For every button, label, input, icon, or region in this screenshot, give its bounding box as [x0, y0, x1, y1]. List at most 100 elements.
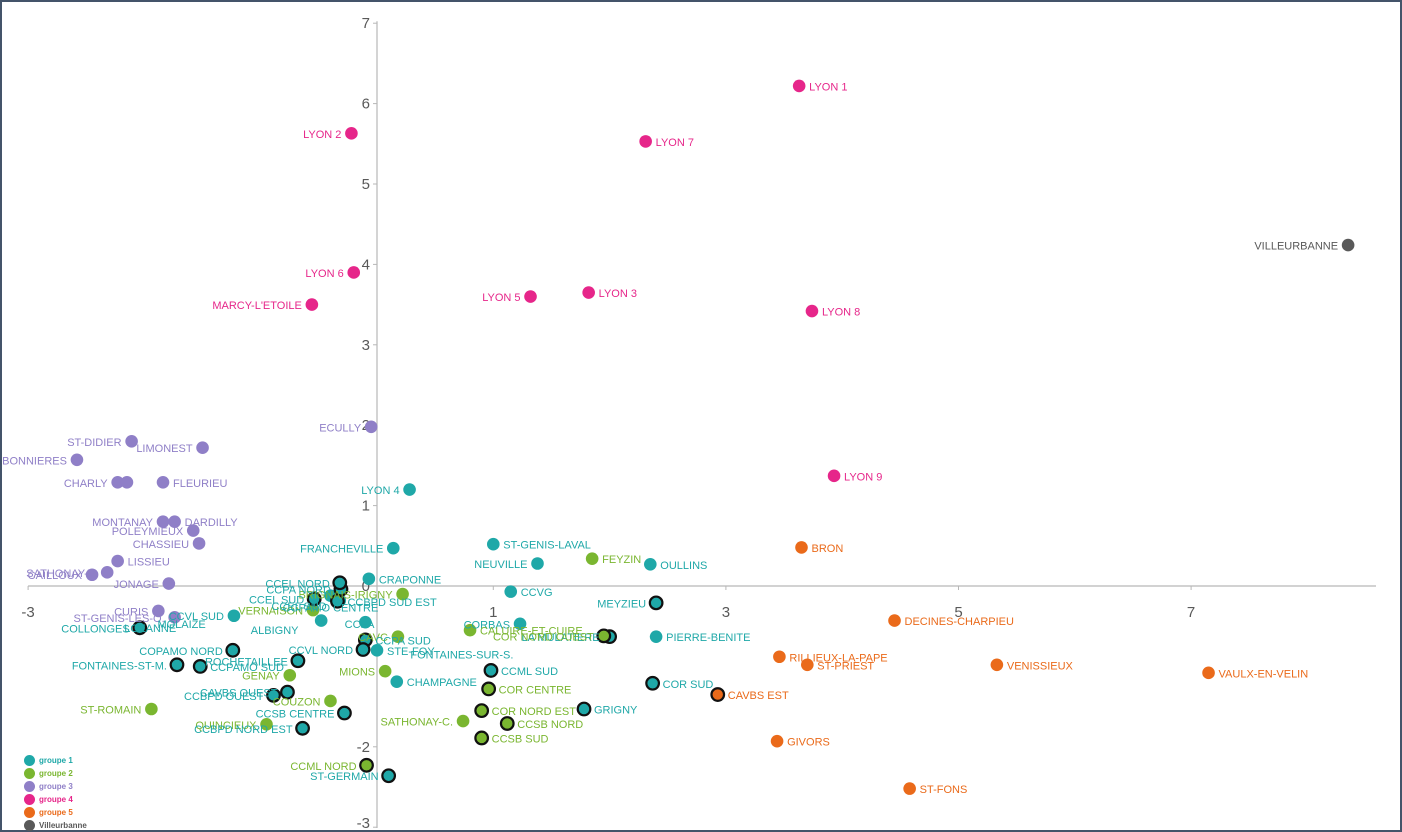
data-point-label: COR SUD [663, 679, 714, 691]
data-point [487, 537, 500, 551]
data-point-label: GIVORS [787, 737, 830, 749]
data-point [585, 552, 599, 565]
y-tick-label: 4 [362, 256, 370, 273]
data-point-label: VENISSIEUX [1007, 660, 1074, 672]
y-tick-label: -2 [357, 739, 370, 756]
data-point [888, 614, 901, 627]
data-point [280, 684, 295, 700]
legend-label: groupe 2 [39, 769, 73, 778]
data-point [70, 453, 84, 467]
legend-marker [24, 807, 35, 818]
data-point-label: CURIS [114, 606, 148, 618]
data-point [827, 469, 841, 483]
data-point [100, 566, 114, 579]
data-point [805, 304, 819, 318]
data-point [332, 575, 348, 591]
data-point-label: CCPA NORD [266, 585, 331, 597]
data-point-label: VILLEURBANNE [1254, 241, 1338, 253]
legend-item: groupe 1 [24, 754, 87, 767]
data-point [196, 441, 209, 455]
data-point [801, 658, 814, 672]
data-point [396, 587, 409, 601]
data-point-label: VERNAISON [238, 606, 303, 618]
data-point-label: LYON 3 [599, 288, 637, 300]
data-point-label: CHARLY [64, 478, 108, 490]
data-point-label: CRAPONNE [379, 574, 441, 586]
y-tick-label: -3 [357, 815, 370, 830]
data-point-label: CCBPD NORD EST [194, 724, 293, 736]
data-point-label: FEYZIN [602, 554, 641, 566]
data-point-label: CCEL NORD [265, 578, 329, 590]
data-point-label: LYON 2 [303, 129, 341, 141]
x-tick-label: 5 [954, 604, 962, 621]
data-point-label: DARDILLY [185, 517, 239, 529]
data-point [773, 650, 786, 664]
legend-item: groupe 4 [24, 793, 87, 806]
data-point [283, 668, 297, 682]
data-point-label: LYON 5 [482, 292, 520, 304]
data-point [306, 603, 320, 617]
data-point-label: FLEURIEU [173, 478, 227, 490]
annotation-label: CCPAMO CENTRE [283, 603, 379, 615]
legend-item: groupe 3 [24, 780, 87, 793]
data-point-label: PIERRE-BENITE [666, 632, 750, 644]
data-point-label: LYON 8 [822, 307, 860, 319]
data-point [192, 537, 206, 550]
data-point [152, 604, 165, 618]
data-point-label: CCML SUD [501, 666, 558, 678]
data-point-label: VAULX-EN-VELIN [1219, 668, 1309, 680]
legend-label: groupe 4 [39, 795, 73, 804]
data-point-label: ECULLY [319, 422, 362, 434]
data-point-label: JONAGE [114, 579, 159, 591]
data-point-label: LYON 4 [361, 485, 399, 497]
legend-marker [24, 820, 35, 831]
data-point-label: CCEL SUD [249, 594, 304, 606]
data-point [1202, 666, 1215, 680]
legend-marker [24, 755, 35, 766]
data-point-label: CAILLOUX [28, 570, 83, 582]
y-tick-label: 6 [362, 96, 370, 113]
data-point [795, 541, 808, 554]
data-point-label: LYON 7 [656, 137, 694, 149]
data-point [499, 716, 515, 731]
data-point-label: POLEYMIEUX [112, 526, 184, 538]
data-point-label: DECINES-CHARPIEU [905, 616, 1014, 628]
data-point [381, 768, 397, 784]
data-point-label: CCPA SUD [375, 635, 430, 647]
data-point-label: CCPAMO SUD [210, 662, 284, 674]
data-point-label: CHASSIEU [133, 539, 189, 551]
data-point-label: CORBAS [464, 619, 510, 631]
legend: groupe 1 groupe 2 groupe 3 groupe 4 groupe 5… [24, 754, 87, 832]
data-point [504, 585, 518, 598]
legend-marker [24, 781, 35, 792]
data-point [345, 127, 358, 140]
y-tick-label: 5 [362, 176, 370, 193]
legend-item: Villeurbanne [24, 819, 87, 832]
data-point-label: GENAY [242, 671, 280, 683]
data-point-label: NEUVILLE [474, 559, 527, 571]
x-tick-label: 7 [1187, 604, 1195, 621]
data-point [386, 541, 400, 555]
data-point [903, 782, 916, 795]
y-tick-label: 0 [362, 578, 370, 595]
data-point [156, 475, 170, 489]
annotation-label: ALBIGNY [251, 625, 299, 637]
data-point [295, 720, 310, 736]
data-point [125, 434, 138, 448]
legend-label: groupe 5 [39, 808, 73, 817]
data-point [524, 290, 537, 303]
data-point-label: COR CENTRE [499, 684, 572, 696]
data-point [990, 658, 1004, 672]
data-point [644, 557, 657, 571]
data-point-label: CCVL SUD [169, 611, 224, 623]
data-point [192, 659, 208, 674]
data-point [347, 266, 361, 279]
data-point [456, 714, 470, 728]
data-point-label: ST-GENIS-LAVAL [503, 540, 591, 552]
data-point [111, 554, 124, 568]
annotation-label: MOLAIZE [157, 619, 205, 631]
legend-label: Villeurbanne [39, 821, 87, 830]
y-tick-label: 3 [362, 337, 370, 354]
data-point [403, 483, 416, 496]
legend-marker [24, 794, 35, 805]
